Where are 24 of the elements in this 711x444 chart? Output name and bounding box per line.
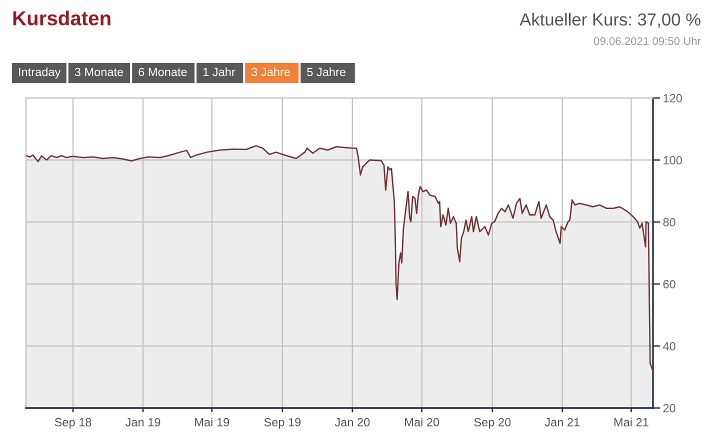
chart-title: Kursdaten — [13, 10, 110, 26]
y-tick-label: 40 — [662, 342, 676, 350]
y-tick-label: 80 — [663, 218, 676, 226]
y-tick-label: 100 — [664, 156, 682, 164]
y-tick-label: 60 — [663, 280, 676, 288]
x-tick-label: Jan 21 — [544, 418, 580, 426]
text: Intraday — [19, 68, 61, 79]
x-tick-label: Sep 18 — [54, 418, 92, 429]
x-tick-label: Sep 20 — [474, 418, 511, 429]
y-tick-label: 120 — [664, 94, 682, 102]
text: 5 Jahre — [307, 68, 346, 76]
y-tick-label: 20 — [663, 404, 676, 412]
text: 6 Monate — [138, 68, 187, 76]
x-tick-label: Mai 20 — [405, 418, 440, 426]
text: 3 Monate — [74, 68, 124, 76]
x-tick-label: Mai 21 — [614, 418, 648, 426]
x-tick-label: Sep 19 — [264, 418, 301, 429]
text: 09.06.2021 09:50 Uhr — [594, 36, 701, 45]
text: Aktueller Kurs: 37,00 % — [520, 12, 700, 28]
text: 3 Jahre — [252, 68, 290, 76]
x-tick-label: Jan 20 — [334, 418, 370, 426]
x-tick-label: Jan 19 — [125, 418, 160, 426]
x-tick-label: Mai 19 — [195, 418, 230, 426]
text: 1 Jahr — [203, 68, 236, 76]
